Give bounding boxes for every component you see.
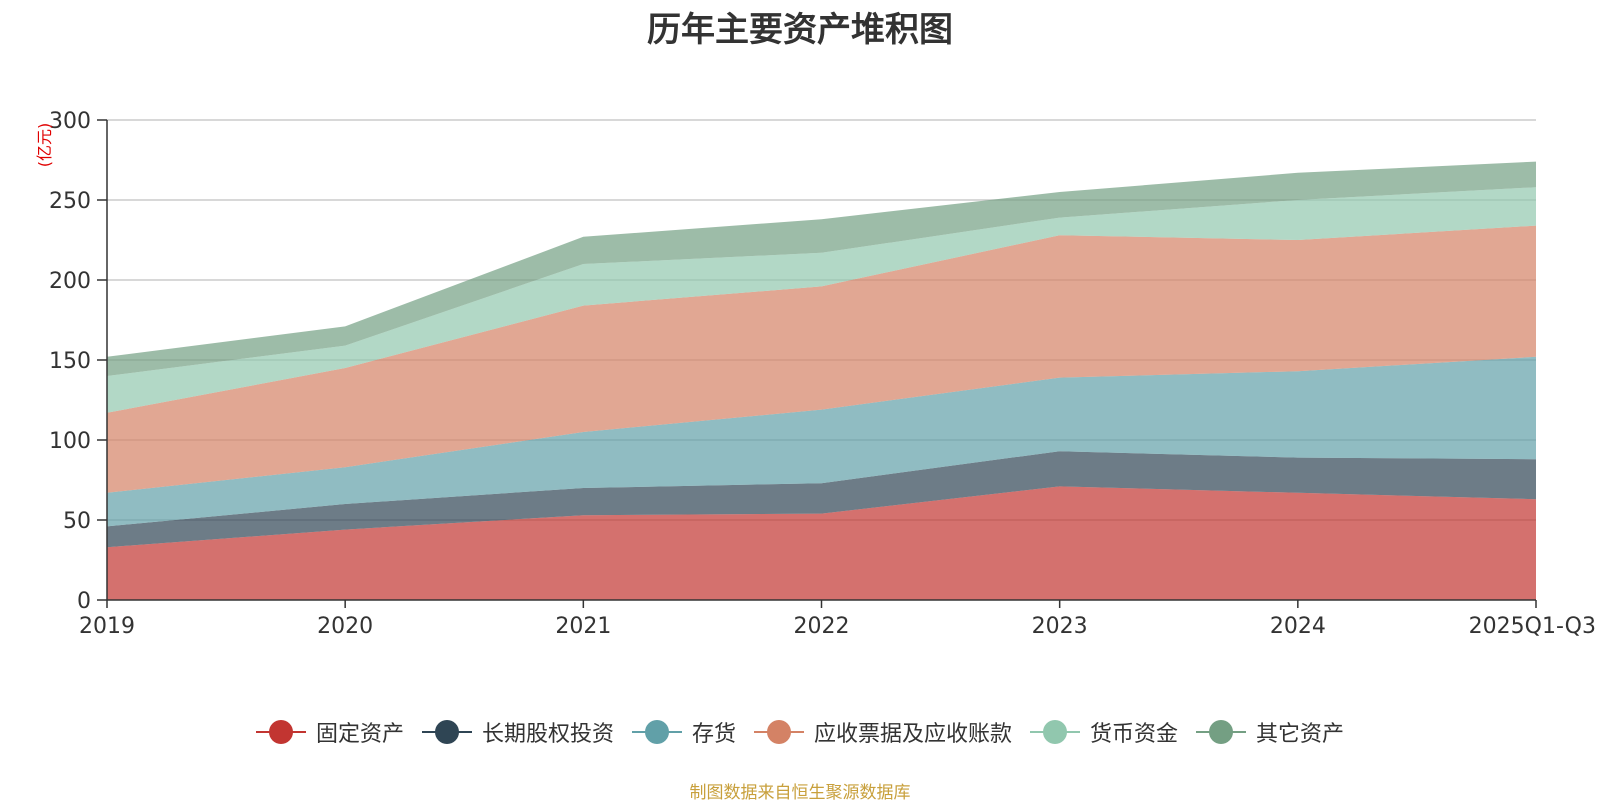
legend: 固定资产 长期股权投资 存货 应收票据及应收账款 货币资金 其它资产 (0, 716, 1600, 748)
legend-dot (268, 720, 293, 744)
y-tick-label: 50 (63, 509, 91, 534)
legend-dot (434, 720, 459, 744)
area-series-0 (107, 486, 1536, 600)
y-tick-label: 150 (49, 349, 91, 374)
legend-dot (767, 720, 791, 744)
x-tick-label: 2025Q1-Q3 (1469, 614, 1596, 639)
legend-dot (1209, 720, 1234, 744)
y-tick-label: 100 (49, 429, 91, 454)
legend-marker (421, 719, 472, 745)
legend-label: 存货 (691, 722, 736, 747)
area-series-3 (107, 225, 1536, 493)
legend-dot (1043, 720, 1068, 744)
legend-marker (255, 719, 306, 745)
legend-label: 应收票据及应收账款 (814, 722, 1013, 747)
x-tick-label: 2022 (794, 614, 850, 639)
source-note: 制图数据来自恒生聚源数据库 (689, 783, 911, 803)
area-series-5 (107, 161, 1536, 376)
y-tick-label: 300 (49, 109, 91, 134)
legend-item-1[interactable]: 长期股权投资 (421, 716, 614, 748)
y-tick-label: 200 (49, 269, 91, 294)
legend-item-0[interactable]: 固定资产 (255, 716, 404, 748)
legend-item-4[interactable]: 货币资金 (1030, 716, 1178, 748)
chart-title: 历年主要资产堆积图 (647, 10, 953, 50)
axes: 0 50 100 150 200 250 300 2019 2020 2021 2022 2023 20… (49, 109, 1596, 639)
area-series-group (107, 161, 1536, 600)
legend-marker (1030, 719, 1081, 745)
legend-marker (631, 719, 682, 745)
legend-marker (1196, 719, 1247, 745)
x-tick-label: 2019 (79, 614, 135, 639)
y-axis-unit-label: (亿元) (35, 123, 54, 168)
y-tick-label: 0 (77, 589, 91, 614)
area-series-1 (107, 451, 1536, 548)
x-tick-label: 2024 (1270, 614, 1326, 639)
legend-label: 固定资产 (315, 722, 404, 747)
y-tick-label: 250 (49, 189, 91, 214)
x-tick-label: 2023 (1032, 614, 1088, 639)
x-tick-label: 2020 (317, 614, 373, 639)
legend-label: 长期股权投资 (481, 722, 614, 747)
legend-item-2[interactable]: 存货 (631, 716, 736, 748)
legend-item-3[interactable]: 应收票据及应收账款 (754, 716, 1012, 748)
legend-marker (754, 719, 804, 745)
area-series-2 (107, 356, 1536, 527)
area-series-4 (107, 187, 1536, 413)
legend-item-5[interactable]: 其它资产 (1196, 716, 1344, 748)
legend-dot (644, 720, 669, 744)
legend-label: 货币资金 (1090, 722, 1179, 747)
x-tick-label: 2021 (555, 614, 611, 639)
legend-label: 其它资产 (1256, 722, 1345, 747)
